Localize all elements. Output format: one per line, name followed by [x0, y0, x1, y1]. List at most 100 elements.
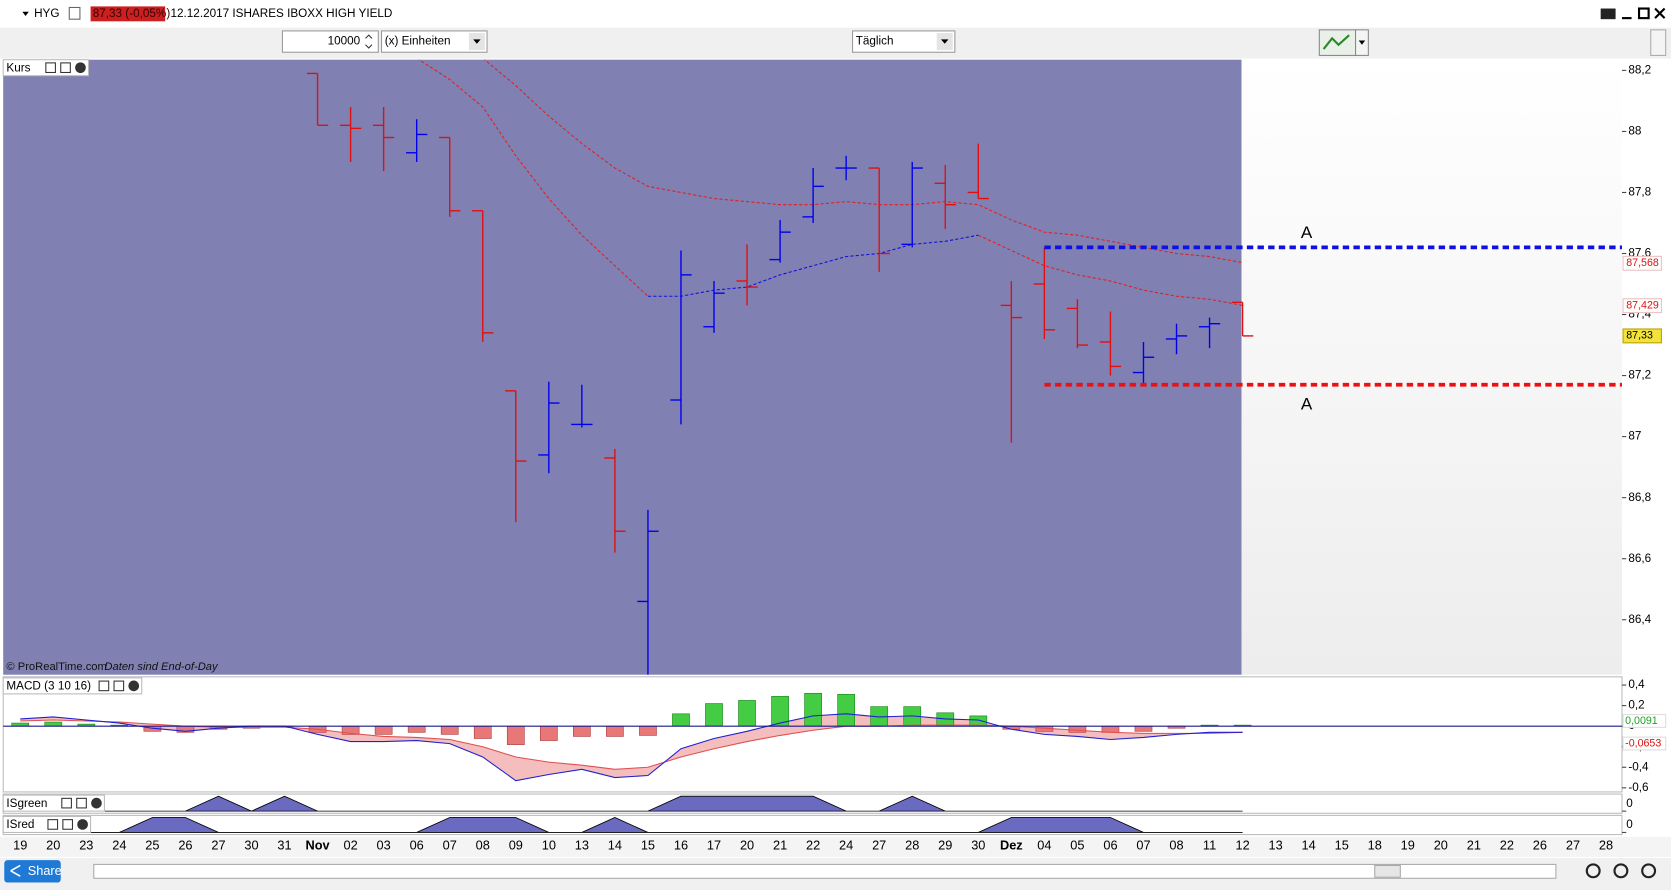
- y-tick-label: 0,2: [1628, 699, 1644, 712]
- scrollbar[interactable]: [93, 863, 1557, 879]
- y-tick-label: -0,4: [1628, 760, 1649, 773]
- x-tick-label: 28: [1599, 838, 1613, 853]
- settings-icon[interactable]: [45, 62, 56, 74]
- x-tick-label: 23: [79, 838, 93, 853]
- x-tick-label: 24: [112, 838, 126, 853]
- x-tick-label: 26: [1533, 838, 1547, 853]
- scroll-thumb[interactable]: [1374, 864, 1401, 878]
- x-tick-label: 20: [740, 838, 754, 853]
- y-tick-label: 87: [1628, 430, 1641, 443]
- histogram-bar: [44, 721, 63, 727]
- copyright: © ProRealTime.com: [6, 661, 106, 673]
- x-tick-label: 08: [476, 838, 490, 853]
- dropdown-arrow: [941, 39, 949, 44]
- indicator-line: [418, 59, 649, 297]
- x-tick-label: 21: [773, 838, 787, 853]
- histogram-bar: [837, 693, 856, 727]
- unit-select[interactable]: [380, 30, 488, 53]
- x-tick-label: 15: [1335, 838, 1349, 853]
- y-tick-label: 0,4: [1628, 678, 1645, 691]
- menu-arrow[interactable]: [22, 11, 29, 16]
- price-axis: [1621, 59, 1671, 675]
- panel-title: MACD (3 10 16): [6, 680, 91, 693]
- period: Täglich: [856, 35, 894, 48]
- chart-layer: AA88,28887,887,687,487,28786,886,686,487…: [2, 59, 1667, 853]
- x-tick-label: Dez: [1000, 838, 1023, 853]
- toolbar: [0, 27, 1671, 59]
- x-tick-label: Nov: [306, 838, 331, 853]
- x-tick-label: 14: [1302, 838, 1316, 853]
- zoom-in[interactable]: [1641, 863, 1657, 879]
- share-icon: [10, 864, 21, 877]
- window-icon[interactable]: [62, 819, 73, 830]
- settings-icon[interactable]: [98, 680, 110, 692]
- x-tick-label: 25: [145, 838, 159, 853]
- close-icon[interactable]: [77, 819, 88, 830]
- period-select[interactable]: [852, 30, 956, 53]
- quantity-input[interactable]: [281, 30, 379, 53]
- y-tick-label: 86,4: [1628, 613, 1651, 626]
- level-label: A: [1301, 223, 1313, 242]
- x-tick-label: 20: [1434, 838, 1448, 853]
- indicator-line: [647, 234, 979, 297]
- x-tick-label: 28: [905, 838, 919, 853]
- settings-icon[interactable]: [61, 797, 72, 809]
- x-tick-label: 15: [641, 838, 655, 853]
- window-icon[interactable]: [113, 680, 125, 692]
- window-icon[interactable]: [60, 62, 71, 74]
- info-icon[interactable]: [68, 6, 81, 20]
- zoom-icon[interactable]: [1585, 863, 1601, 879]
- quote: 87,33 (-0,05%): [93, 7, 171, 20]
- zoom-out[interactable]: [1613, 863, 1629, 879]
- dropdown-arrow: [1358, 40, 1366, 45]
- indicator-line: [20, 713, 1243, 782]
- x-tick-label: 17: [707, 838, 721, 853]
- price-marker: [1622, 328, 1662, 344]
- instrument-title: 12.12.2017 ISHARES IBOXX HIGH YIELD: [171, 7, 393, 20]
- side-button[interactable]: [1650, 29, 1667, 56]
- y-tick-label: 87,2: [1628, 369, 1651, 382]
- close-icon[interactable]: [75, 62, 86, 74]
- histogram-bar: [639, 725, 657, 736]
- minimize[interactable]: [1621, 17, 1632, 20]
- y-tick-label: 86,8: [1628, 491, 1651, 504]
- isred-panel: [2, 814, 1623, 836]
- panel-title: ISred: [6, 818, 34, 831]
- x-tick-label: 31: [277, 838, 291, 853]
- close-icon[interactable]: [91, 797, 102, 809]
- y-tick-label: 87,8: [1628, 186, 1651, 199]
- maximize[interactable]: [1637, 7, 1650, 20]
- settings-icon[interactable]: [47, 819, 59, 830]
- x-tick-label: 07: [443, 838, 457, 853]
- x-tick-label: 26: [178, 838, 192, 853]
- price-marker-label: 87,568: [1626, 257, 1659, 269]
- window-icon[interactable]: [76, 797, 87, 809]
- level-label: A: [1301, 394, 1313, 413]
- x-tick-label: 12: [1235, 838, 1249, 853]
- histogram-bar: [506, 725, 525, 745]
- x-tick-label: 30: [971, 838, 985, 853]
- histogram-bar: [1134, 725, 1153, 732]
- price-marker: [1622, 255, 1662, 271]
- x-tick-label: 11: [1203, 838, 1216, 853]
- x-tick-label: 27: [872, 838, 886, 853]
- x-tick-label: 14: [608, 838, 622, 853]
- x-tick-label: 22: [1500, 838, 1514, 853]
- histogram-bar: [407, 725, 426, 733]
- symbol: HYG: [34, 7, 59, 20]
- x-tick-label: 04: [1037, 838, 1051, 853]
- histogram-bar: [606, 725, 624, 737]
- close[interactable]: [1654, 7, 1666, 19]
- y-tick-label: 0: [1626, 797, 1633, 810]
- quantity: 10000: [328, 35, 361, 48]
- price-marker: [1622, 298, 1662, 314]
- spinner[interactable]: [365, 34, 373, 49]
- x-tick-label: 18: [1368, 838, 1382, 853]
- keyboard-icon[interactable]: [1600, 8, 1616, 20]
- signal-area: [20, 817, 1243, 833]
- close-icon[interactable]: [128, 680, 140, 692]
- price-marker-label: 87,33: [1626, 330, 1653, 342]
- share-label: Share: [28, 863, 62, 878]
